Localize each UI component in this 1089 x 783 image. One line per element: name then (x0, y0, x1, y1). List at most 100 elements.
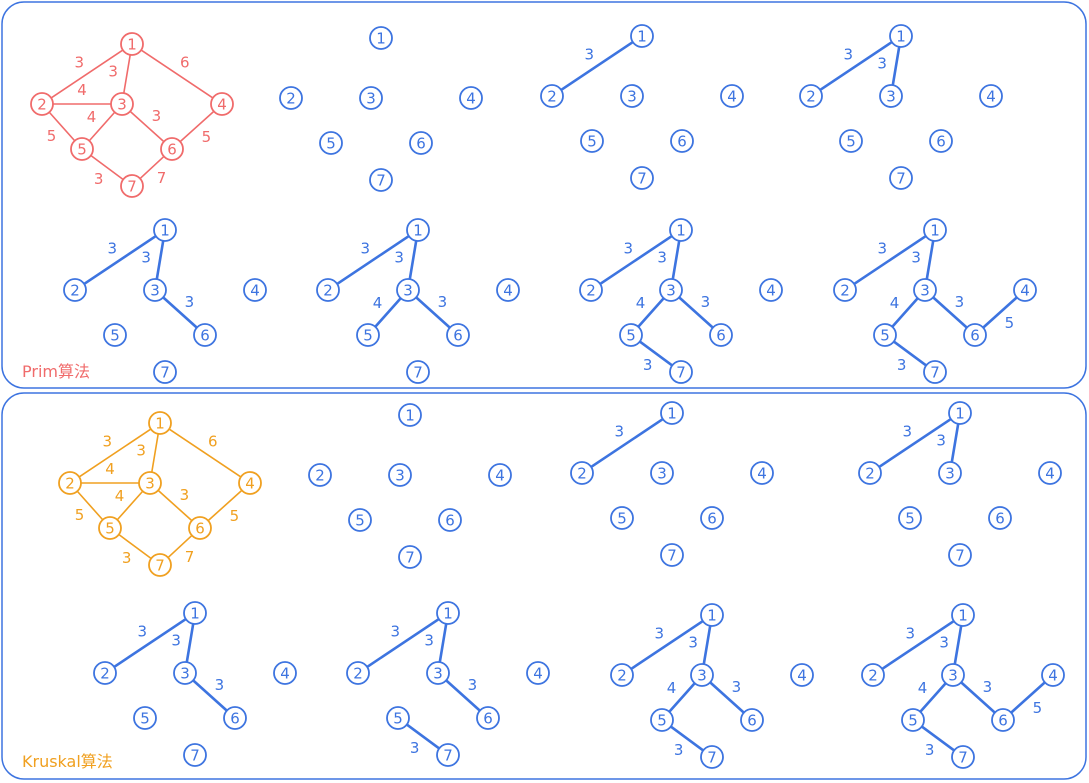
edge-1-4 (140, 49, 214, 99)
node-3-label: 3 (627, 88, 637, 106)
node-6-circle (409, 131, 433, 155)
node-5-circle (319, 131, 343, 155)
node-5-circle (348, 508, 372, 532)
node-1-circle (120, 32, 144, 56)
edge-weight-5-7: 3 (897, 356, 907, 374)
edge-weight-6-7: 7 (185, 548, 195, 566)
edge-weight-3-6: 3 (732, 678, 742, 696)
node-1-circle (660, 401, 684, 425)
node-2-circle (610, 663, 634, 687)
node-3-circle (690, 663, 714, 687)
edge-weight-3-5: 4 (636, 294, 646, 312)
edge-weight-3-6: 3 (701, 293, 711, 311)
edge-weight-1-2: 3 (614, 422, 624, 440)
node-6-label: 6 (995, 510, 1005, 528)
edge-weight-1-3: 3 (688, 634, 698, 652)
node-3-label: 3 (886, 88, 896, 106)
node-3-circle (143, 278, 167, 302)
node-7-label: 7 (930, 364, 940, 382)
node-2-circle (833, 278, 857, 302)
node-3-circle (359, 86, 383, 110)
node-4-label: 4 (727, 88, 737, 106)
node-7-circle (153, 360, 177, 384)
node-7-circle (951, 745, 975, 769)
edge-weight-2-5: 5 (47, 127, 57, 145)
node-4-label: 4 (280, 665, 290, 683)
edge-4-6 (179, 110, 215, 143)
node-5-label: 5 (908, 712, 918, 730)
edge-weight-1-3: 3 (939, 634, 949, 652)
node-4-circle (790, 663, 814, 687)
edge-1-3 (151, 433, 159, 473)
node-2-label: 2 (65, 475, 75, 493)
edge-3-5 (891, 296, 919, 329)
node-7-circle (630, 166, 654, 190)
prim-step-2: 3 1 2 3 4 5 6 7 (540, 24, 744, 190)
node-6-label: 6 (453, 327, 463, 345)
edge-3-6 (157, 489, 193, 522)
node-6-label: 6 (716, 327, 726, 345)
node-5-circle (873, 323, 897, 347)
node-6-circle (188, 516, 212, 540)
node-5-circle (650, 708, 674, 732)
node-6-label: 6 (167, 141, 177, 159)
edge-2-5 (48, 111, 76, 142)
node-5-circle (898, 506, 922, 530)
node-6-label: 6 (936, 133, 946, 151)
node-7-label: 7 (637, 170, 647, 188)
edge-3-5 (637, 296, 665, 329)
node-2-label: 2 (840, 282, 850, 300)
node-5-circle (98, 516, 122, 540)
edge-5-7 (920, 725, 956, 752)
node-7-label: 7 (707, 749, 717, 767)
node-3-circle (426, 661, 450, 685)
node-4-circle (526, 661, 550, 685)
edge-6-7 (139, 155, 165, 180)
edge-1-3 (671, 239, 681, 281)
kruskal-step-1: 1 2 3 4 5 6 7 (308, 403, 512, 569)
edge-weight-1-3: 3 (657, 249, 667, 267)
node-7-label: 7 (413, 364, 423, 382)
edge-weight-3-6: 3 (438, 293, 448, 311)
node-5-circle (103, 323, 127, 347)
edge-5-7 (892, 340, 928, 367)
kruskal-step-2: 3 1 2 3 4 5 6 7 (570, 401, 774, 567)
node-5-label: 5 (587, 133, 597, 151)
node-2-circle (861, 663, 885, 687)
node-5-circle (133, 706, 157, 730)
node-5-label: 5 (657, 712, 667, 730)
edge-weight-1-3: 3 (394, 249, 404, 267)
node-2-circle (579, 278, 603, 302)
node-2-circle (279, 86, 303, 110)
edge-3-5 (668, 681, 696, 714)
node-4-circle (488, 463, 512, 487)
edge-1-2 (78, 428, 152, 478)
node-1-label: 1 (405, 407, 415, 425)
node-2-label: 2 (286, 90, 296, 108)
node-1-circle (183, 601, 207, 625)
node-3-circle (879, 84, 903, 108)
edge-weight-1-4: 6 (208, 432, 218, 450)
edge-weight-5-7: 3 (643, 356, 653, 374)
node-7-circle (183, 743, 207, 767)
node-2-label: 2 (586, 282, 596, 300)
edge-4-6 (207, 489, 243, 522)
edge-weight-3-5: 4 (115, 487, 125, 505)
edge-weight-1-2: 3 (107, 239, 117, 257)
edge-weight-3-6: 3 (215, 676, 225, 694)
node-4-label: 4 (1048, 667, 1058, 685)
node-3-label: 3 (945, 465, 955, 483)
edge-weight-1-3: 3 (424, 632, 434, 650)
node-6-label: 6 (445, 512, 455, 530)
edge-3-6 (444, 679, 482, 712)
edge-weight-3-5: 4 (890, 294, 900, 312)
edge-weight-1-2: 3 (137, 622, 147, 640)
node-3-label: 3 (657, 465, 667, 483)
edge-3-6 (959, 681, 997, 714)
node-1-circle (406, 218, 430, 242)
